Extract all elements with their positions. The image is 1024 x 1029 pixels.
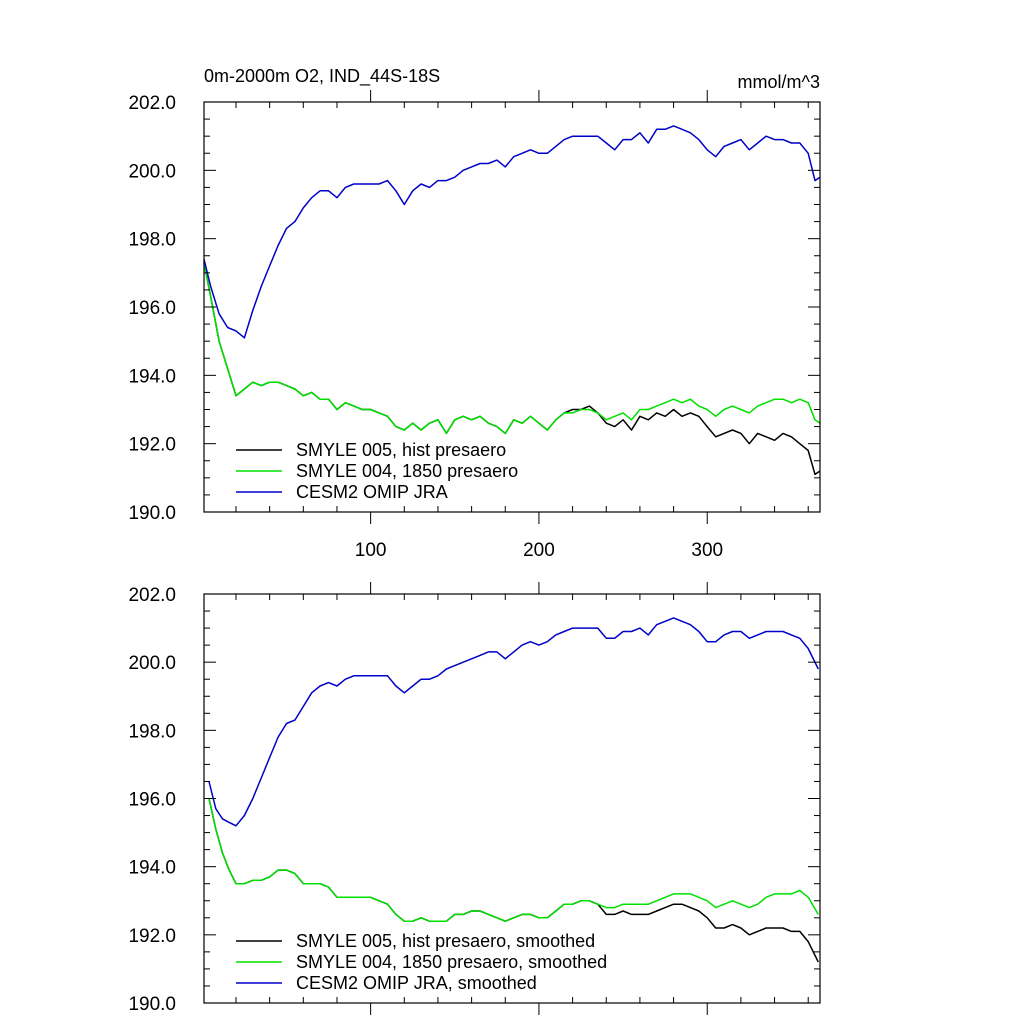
y-tick-label: 198.0 (128, 721, 176, 742)
legend-label-0: SMYLE 005, hist presaero, smoothed (296, 931, 595, 951)
y-tick-label: 192.0 (128, 435, 176, 456)
bottom-panel-series (208, 617, 819, 963)
legend-label-0: SMYLE 005, hist presaero (296, 440, 506, 460)
y-tick-label: 196.0 (128, 298, 176, 319)
top-panel: 0m-2000m O2, IND_44S-18S mmol/m^3 190.01… (128, 66, 821, 561)
x-tick-label: 300 (691, 540, 723, 561)
y-tick-label: 194.0 (128, 858, 176, 879)
series-line-2 (203, 125, 821, 339)
y-tick-label: 194.0 (128, 366, 176, 387)
legend-label-2: CESM2 OMIP JRA (296, 482, 448, 502)
legend-label-1: SMYLE 004, 1850 presaero (296, 461, 518, 481)
legend-label-1: SMYLE 004, 1850 presaero, smoothed (296, 952, 607, 972)
y-tick-label: 192.0 (128, 926, 176, 947)
top-panel-units: mmol/m^3 (738, 72, 820, 92)
y-tick-label: 190.0 (128, 994, 176, 1015)
bottom-panel: 190.0 192.0 194.0 196.0 198.0 200.0 202.0 SMYL… (128, 582, 821, 1015)
top-panel-title: 0m-2000m O2, IND_44S-18S (204, 66, 440, 87)
y-tick-label: 198.0 (128, 230, 176, 251)
series-line-2 (208, 617, 819, 827)
x-tick-label: 200 (523, 540, 555, 561)
top-panel-axes: 190.0 192.0 194.0 196.0 198.0 200.0 202.0 100 20… (128, 90, 821, 561)
bottom-panel-legend: SMYLE 005, hist presaero, smoothedSMYLE … (236, 931, 607, 993)
y-tick-label: 190.0 (128, 503, 176, 524)
series-line-1 (208, 798, 819, 922)
bottom-panel-axes: 190.0 192.0 194.0 196.0 198.0 200.0 202.0 (128, 582, 821, 1015)
x-tick-label: 100 (355, 540, 387, 561)
y-tick-label: 202.0 (128, 93, 176, 114)
y-tick-label: 196.0 (128, 790, 176, 811)
legend-label-2: CESM2 OMIP JRA, smoothed (296, 973, 537, 993)
y-tick-label: 202.0 (128, 585, 176, 606)
top-panel-series (203, 125, 821, 476)
y-tick-label: 200.0 (128, 161, 176, 182)
series-line-1 (203, 262, 821, 435)
y-tick-label: 200.0 (128, 653, 176, 674)
